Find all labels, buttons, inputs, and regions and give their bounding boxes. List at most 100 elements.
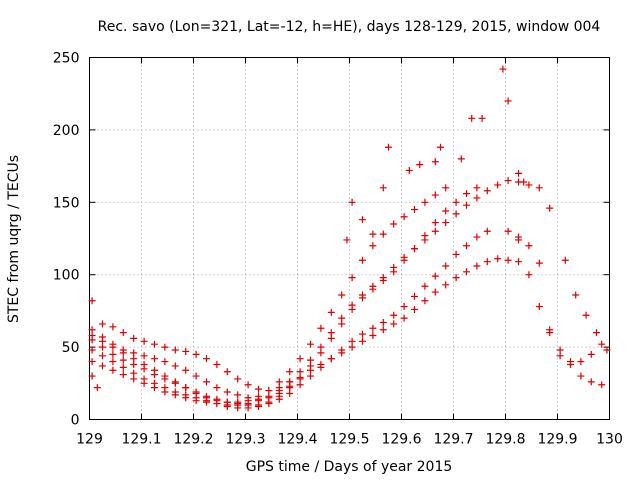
- data-point: [431, 272, 439, 280]
- data-point: [171, 362, 179, 370]
- data-point: [421, 282, 429, 290]
- data-point: [473, 184, 481, 192]
- data-point: [307, 356, 314, 364]
- data-point: [494, 255, 502, 263]
- x-tick-label: 129.8: [485, 432, 525, 448]
- data-point: [348, 274, 356, 282]
- x-axis-label: GPS time / Days of year 2015: [246, 459, 453, 475]
- data-point: [452, 250, 460, 258]
- data-point: [483, 187, 491, 195]
- data-point: [359, 256, 366, 264]
- x-tick-label: 129.2: [173, 432, 213, 448]
- data-point: [442, 219, 450, 227]
- data-point: [572, 291, 580, 299]
- data-point: [359, 291, 366, 299]
- data-point: [400, 213, 408, 221]
- x-tick-label: 129.4: [277, 432, 317, 448]
- data-point: [296, 368, 304, 376]
- data-point: [338, 314, 346, 322]
- data-point: [546, 329, 554, 337]
- series-arc-e: [88, 184, 450, 406]
- data-point: [192, 350, 200, 358]
- data-point: [390, 320, 398, 328]
- data-point: [598, 340, 606, 348]
- x-tick-label: 129.9: [537, 432, 577, 448]
- data-point: [598, 381, 606, 389]
- data-point: [452, 274, 460, 282]
- data-point: [411, 305, 418, 313]
- data-point: [525, 242, 533, 250]
- data-point: [151, 340, 158, 348]
- data-point: [400, 314, 408, 322]
- y-tick-label: 100: [53, 268, 80, 284]
- data-point: [140, 352, 148, 360]
- data-point: [442, 262, 450, 270]
- data-point: [182, 366, 190, 374]
- data-point: [546, 204, 554, 212]
- data-point: [390, 220, 398, 228]
- x-tick-label: 129.3: [225, 432, 265, 448]
- data-point: [452, 210, 460, 218]
- data-point: [556, 346, 564, 354]
- data-point: [109, 350, 117, 358]
- x-tick-label: 129.5: [329, 432, 369, 448]
- series-arc-h: [515, 236, 606, 389]
- data-point: [390, 311, 398, 319]
- y-tick-label: 250: [53, 51, 80, 67]
- data-point: [223, 388, 231, 396]
- data-point: [88, 332, 96, 340]
- data-point: [109, 366, 117, 374]
- data-point: [504, 97, 512, 105]
- data-point: [431, 227, 439, 235]
- data-point: [463, 190, 470, 198]
- data-point: [442, 207, 450, 215]
- data-point: [130, 334, 138, 342]
- data-point: [405, 166, 413, 174]
- data-points: [88, 65, 611, 412]
- data-point: [561, 256, 569, 264]
- data-point: [203, 355, 210, 363]
- data-point: [411, 245, 418, 253]
- data-point: [379, 274, 387, 282]
- data-point: [379, 318, 387, 326]
- data-point: [234, 391, 242, 399]
- data-point: [504, 227, 512, 235]
- data-point: [93, 384, 101, 392]
- data-point: [119, 371, 127, 379]
- data-point: [359, 330, 366, 338]
- data-point: [416, 161, 424, 169]
- data-point: [442, 281, 450, 289]
- data-point: [213, 360, 221, 368]
- data-point: [109, 323, 117, 331]
- data-point: [379, 230, 387, 238]
- data-point: [369, 324, 377, 332]
- data-point: [317, 343, 325, 351]
- data-point: [130, 355, 138, 363]
- data-point: [515, 169, 522, 177]
- data-point: [463, 268, 470, 276]
- y-tick-label: 0: [71, 413, 80, 429]
- data-point: [411, 292, 418, 300]
- data-point: [494, 181, 502, 189]
- data-point: [327, 329, 335, 337]
- data-point: [442, 184, 450, 192]
- x-tick-label: 129.6: [381, 432, 421, 448]
- data-point: [151, 366, 158, 374]
- data-point: [88, 297, 96, 305]
- data-point: [515, 258, 522, 266]
- data-point: [504, 177, 512, 185]
- data-point: [463, 201, 470, 209]
- data-point: [161, 343, 169, 351]
- data-point: [473, 194, 481, 202]
- data-point: [307, 372, 314, 380]
- data-point: [338, 291, 346, 299]
- data-point: [223, 368, 231, 376]
- data-point: [587, 378, 595, 386]
- data-point: [400, 253, 408, 261]
- data-point: [535, 303, 543, 311]
- data-point: [390, 263, 398, 271]
- data-point: [213, 397, 221, 405]
- chart-title: Rec. savo (Lon=321, Lat=-12, h=HE), days…: [98, 19, 601, 35]
- data-point: [213, 384, 221, 392]
